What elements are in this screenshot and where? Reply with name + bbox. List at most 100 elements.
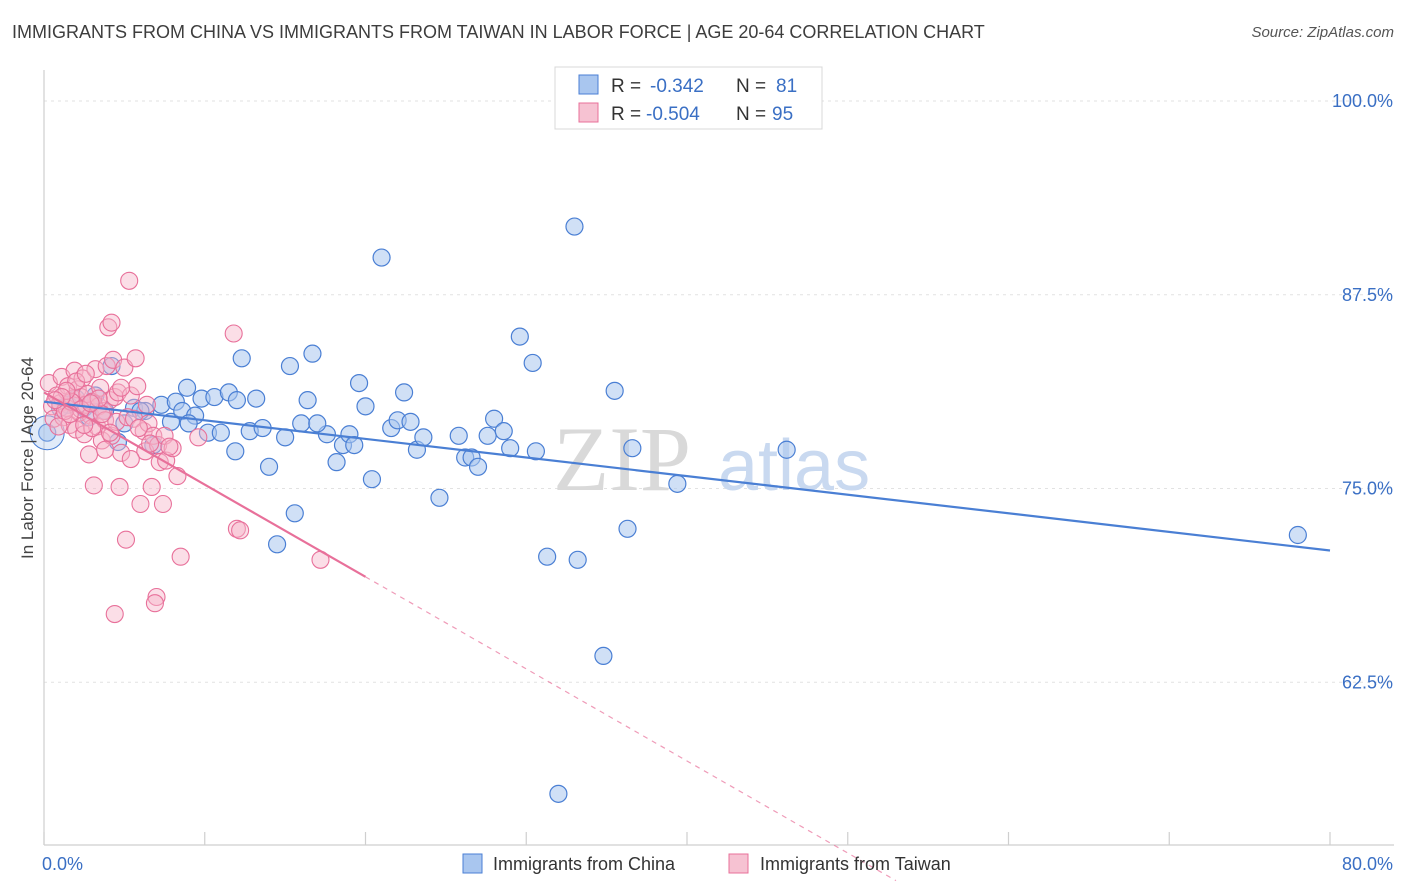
taiwan-point (96, 440, 115, 459)
taiwan-point (137, 395, 156, 414)
china-point (372, 248, 391, 267)
china-point (285, 504, 304, 523)
taiwan-point (86, 360, 105, 379)
legend-china-label: Immigrants from China (493, 854, 676, 874)
taiwan-point (49, 417, 68, 436)
y-tick-label: 100.0% (1332, 91, 1393, 111)
taiwan-point (112, 378, 131, 397)
stats-legend-box (554, 66, 823, 130)
china-point (292, 414, 311, 433)
china-point (510, 327, 529, 346)
legend-taiwan-swatch (728, 853, 749, 874)
china-point (668, 474, 687, 493)
china-point (1288, 525, 1307, 545)
taiwan-point (129, 418, 148, 438)
taiwan-point (150, 453, 169, 472)
china-swatch (578, 74, 599, 95)
china-point (449, 426, 468, 445)
x-tick-label-min: 0.0% (42, 854, 83, 874)
taiwan-point (81, 394, 100, 413)
taiwan-n-value: 95 (772, 104, 793, 125)
china-point (468, 457, 488, 476)
china-point (777, 440, 796, 459)
china-point (280, 356, 300, 376)
china-point (327, 453, 346, 472)
taiwan-point (131, 494, 150, 514)
taiwan-trend-line (43, 391, 367, 578)
china-n-label: N = (736, 76, 766, 97)
taiwan-point (67, 372, 86, 391)
x-axis-ticks (43, 832, 1331, 845)
taiwan-point (121, 449, 140, 469)
taiwan-point (153, 494, 173, 514)
x-tick-label-max: 80.0% (1342, 854, 1393, 874)
taiwan-point (231, 521, 250, 540)
china-point (308, 414, 327, 433)
taiwan-point (107, 412, 126, 431)
china-r-label: R = (611, 76, 641, 97)
taiwan-point (105, 604, 124, 624)
taiwan-point (121, 386, 140, 405)
china-point (394, 383, 414, 402)
y-axis-label: In Labor Force | Age 20-64 (18, 357, 37, 559)
series-taiwan-points (39, 271, 330, 624)
china-point (485, 409, 504, 428)
stats-legend: R = -0.342 N = 81 R = -0.504 N = 95 (554, 66, 823, 130)
china-point (232, 349, 251, 368)
china-point (276, 428, 295, 447)
legend-taiwan-label: Immigrants from Taiwan (760, 854, 951, 874)
taiwan-point (60, 415, 79, 435)
china-point (605, 381, 624, 400)
taiwan-point (116, 530, 136, 549)
series-china-points (29, 217, 1307, 803)
china-point (267, 535, 287, 554)
china-point (259, 457, 279, 476)
china-point (211, 423, 230, 442)
taiwan-point (224, 324, 243, 343)
chart-title: IMMIGRANTS FROM CHINA VS IMMIGRANTS FROM… (12, 22, 985, 42)
china-point (298, 391, 317, 410)
taiwan-r-label: R = (611, 104, 641, 125)
legend-china-swatch (462, 853, 483, 874)
china-point (349, 374, 369, 393)
taiwan-point (145, 594, 164, 613)
y-tick-label: 75.0% (1342, 479, 1393, 499)
china-point (303, 344, 322, 363)
gridlines (44, 100, 1394, 683)
china-point (356, 397, 375, 416)
china-point (362, 470, 382, 489)
china-point (568, 550, 587, 569)
taiwan-point (128, 377, 147, 396)
taiwan-point (76, 364, 95, 383)
y-tick-label: 87.5% (1342, 285, 1393, 305)
taiwan-r-value: -0.504 (646, 104, 700, 125)
china-trend-line (43, 400, 1331, 552)
watermark-zip: ZIP (553, 408, 691, 510)
china-point (538, 547, 557, 566)
china-point (549, 784, 568, 803)
china-point (227, 391, 246, 410)
taiwan-point (84, 476, 103, 495)
y-tick-label: 62.5% (1342, 672, 1393, 692)
series-legend: Immigrants from China Immigrants from Ta… (462, 853, 951, 874)
taiwan-trend-extension (365, 576, 897, 882)
y-tick-labels: 62.5% 75.0% 87.5% 100.0% (1332, 91, 1393, 692)
taiwan-point (79, 445, 99, 464)
taiwan-point (120, 271, 139, 290)
x-tick-labels: 0.0% 80.0% (42, 854, 1393, 874)
china-point (478, 426, 497, 445)
watermark: ZIP atlas (553, 408, 870, 510)
taiwan-point (147, 587, 166, 607)
taiwan-point (171, 547, 190, 566)
taiwan-point (142, 477, 161, 497)
taiwan-n-label: N = (736, 104, 766, 125)
china-point (414, 428, 433, 447)
china-point (177, 378, 197, 397)
taiwan-point (160, 437, 179, 456)
china-point (430, 488, 449, 507)
taiwan-swatch (578, 102, 599, 123)
taiwan-point (110, 477, 129, 497)
china-r-value: -0.342 (650, 76, 704, 97)
china-point (247, 389, 266, 408)
